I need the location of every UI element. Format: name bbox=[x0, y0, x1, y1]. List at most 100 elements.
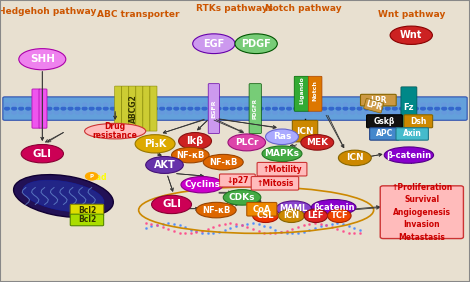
Circle shape bbox=[146, 107, 150, 110]
Circle shape bbox=[26, 107, 31, 110]
Circle shape bbox=[223, 103, 228, 106]
Circle shape bbox=[266, 111, 270, 114]
Text: β-catenin: β-catenin bbox=[386, 151, 431, 160]
Circle shape bbox=[350, 107, 355, 110]
Circle shape bbox=[47, 111, 52, 114]
Circle shape bbox=[251, 111, 256, 114]
Circle shape bbox=[301, 107, 306, 110]
Text: Bcl2: Bcl2 bbox=[78, 215, 96, 224]
Circle shape bbox=[188, 111, 193, 114]
Circle shape bbox=[174, 111, 179, 114]
Text: EGF: EGF bbox=[203, 39, 225, 49]
FancyBboxPatch shape bbox=[247, 202, 277, 216]
Circle shape bbox=[336, 107, 341, 110]
Circle shape bbox=[40, 111, 45, 114]
Circle shape bbox=[315, 111, 320, 114]
Circle shape bbox=[343, 111, 348, 114]
Circle shape bbox=[47, 107, 52, 110]
Circle shape bbox=[174, 103, 179, 106]
Circle shape bbox=[449, 103, 454, 106]
Circle shape bbox=[103, 103, 108, 106]
Circle shape bbox=[435, 107, 439, 110]
Circle shape bbox=[329, 111, 334, 114]
Circle shape bbox=[40, 103, 45, 106]
Text: PDGFR: PDGFR bbox=[253, 98, 258, 119]
Circle shape bbox=[294, 111, 298, 114]
Circle shape bbox=[294, 103, 298, 106]
Ellipse shape bbox=[384, 147, 433, 163]
Circle shape bbox=[33, 103, 38, 106]
Text: ↑Mitosis: ↑Mitosis bbox=[256, 179, 294, 188]
Text: AKT: AKT bbox=[154, 160, 175, 170]
Text: CDKs: CDKs bbox=[229, 193, 255, 202]
Circle shape bbox=[82, 107, 87, 110]
Text: Hedgehoh pathway: Hedgehoh pathway bbox=[0, 7, 96, 16]
Circle shape bbox=[160, 107, 164, 110]
Circle shape bbox=[89, 111, 94, 114]
Circle shape bbox=[216, 103, 221, 106]
Circle shape bbox=[421, 111, 425, 114]
Circle shape bbox=[82, 103, 87, 106]
Circle shape bbox=[160, 111, 164, 114]
Circle shape bbox=[12, 103, 16, 106]
Circle shape bbox=[407, 107, 411, 110]
Circle shape bbox=[251, 107, 256, 110]
Text: Bcl2: Bcl2 bbox=[78, 206, 96, 215]
Circle shape bbox=[139, 103, 143, 106]
Text: GLI: GLI bbox=[33, 149, 52, 159]
Ellipse shape bbox=[196, 202, 236, 218]
Circle shape bbox=[266, 103, 270, 106]
Circle shape bbox=[392, 111, 397, 114]
Text: Notch: Notch bbox=[313, 80, 318, 101]
Circle shape bbox=[449, 107, 454, 110]
Ellipse shape bbox=[14, 175, 113, 217]
Text: RTKs pathways: RTKs pathways bbox=[196, 4, 274, 13]
Circle shape bbox=[414, 107, 418, 110]
Circle shape bbox=[153, 111, 157, 114]
Text: MAPKs: MAPKs bbox=[265, 149, 299, 158]
Ellipse shape bbox=[193, 34, 235, 54]
Circle shape bbox=[181, 103, 186, 106]
Circle shape bbox=[33, 111, 38, 114]
Circle shape bbox=[237, 103, 242, 106]
Circle shape bbox=[209, 111, 214, 114]
Circle shape bbox=[428, 111, 432, 114]
Circle shape bbox=[378, 111, 383, 114]
Text: CSL: CSL bbox=[257, 211, 274, 220]
Circle shape bbox=[442, 107, 446, 110]
Ellipse shape bbox=[276, 201, 311, 217]
Circle shape bbox=[40, 107, 45, 110]
Text: ICN: ICN bbox=[283, 211, 299, 220]
Circle shape bbox=[132, 107, 136, 110]
Text: ↓p27: ↓p27 bbox=[226, 176, 249, 185]
Circle shape bbox=[5, 111, 9, 114]
Circle shape bbox=[26, 103, 31, 106]
Ellipse shape bbox=[23, 180, 104, 212]
FancyBboxPatch shape bbox=[3, 97, 467, 120]
Circle shape bbox=[195, 107, 200, 110]
Circle shape bbox=[153, 103, 157, 106]
Circle shape bbox=[181, 107, 186, 110]
Circle shape bbox=[146, 103, 150, 106]
Circle shape bbox=[118, 111, 122, 114]
Circle shape bbox=[202, 103, 207, 106]
Circle shape bbox=[407, 111, 411, 114]
Circle shape bbox=[19, 111, 24, 114]
Circle shape bbox=[167, 103, 172, 106]
Text: MAML: MAML bbox=[280, 204, 308, 213]
Circle shape bbox=[266, 107, 270, 110]
Text: Fz: Fz bbox=[404, 103, 414, 112]
Text: NF-κB: NF-κB bbox=[209, 158, 237, 167]
Circle shape bbox=[428, 103, 432, 106]
Circle shape bbox=[371, 103, 376, 106]
Text: ICN: ICN bbox=[346, 153, 364, 162]
Ellipse shape bbox=[252, 209, 278, 222]
Circle shape bbox=[378, 103, 383, 106]
Circle shape bbox=[181, 111, 186, 114]
Circle shape bbox=[5, 107, 9, 110]
Ellipse shape bbox=[135, 135, 175, 153]
Ellipse shape bbox=[21, 144, 63, 163]
Ellipse shape bbox=[235, 34, 277, 54]
Circle shape bbox=[146, 111, 150, 114]
Text: SHH: SHH bbox=[30, 54, 55, 64]
